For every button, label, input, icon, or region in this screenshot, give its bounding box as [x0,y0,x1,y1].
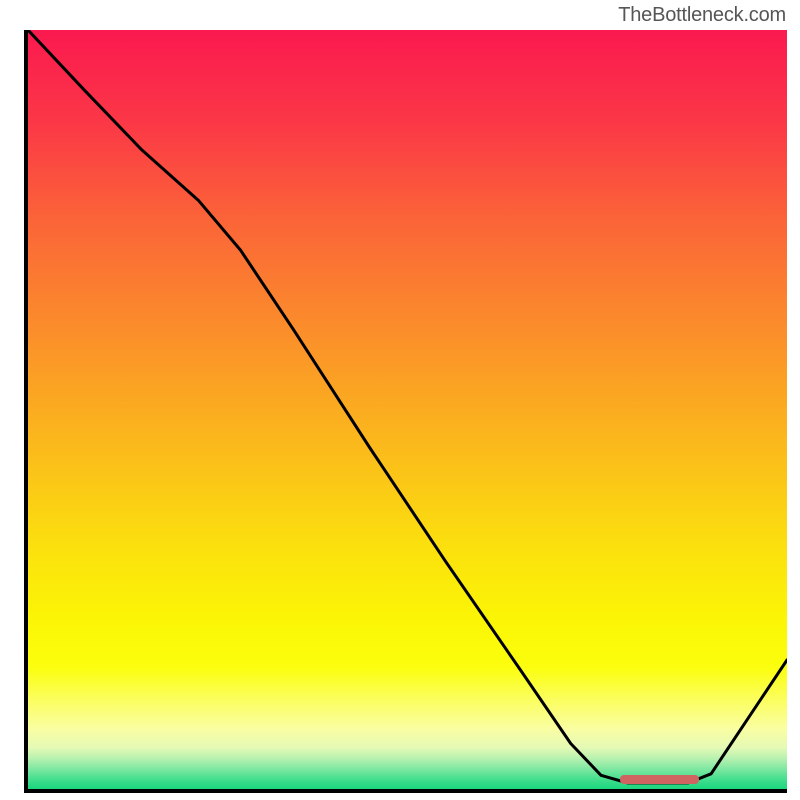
chart-plot-area [24,30,787,793]
chart-highlight-marker [620,775,699,784]
watermark-text: TheBottleneck.com [618,4,786,27]
chart-line [28,30,787,789]
